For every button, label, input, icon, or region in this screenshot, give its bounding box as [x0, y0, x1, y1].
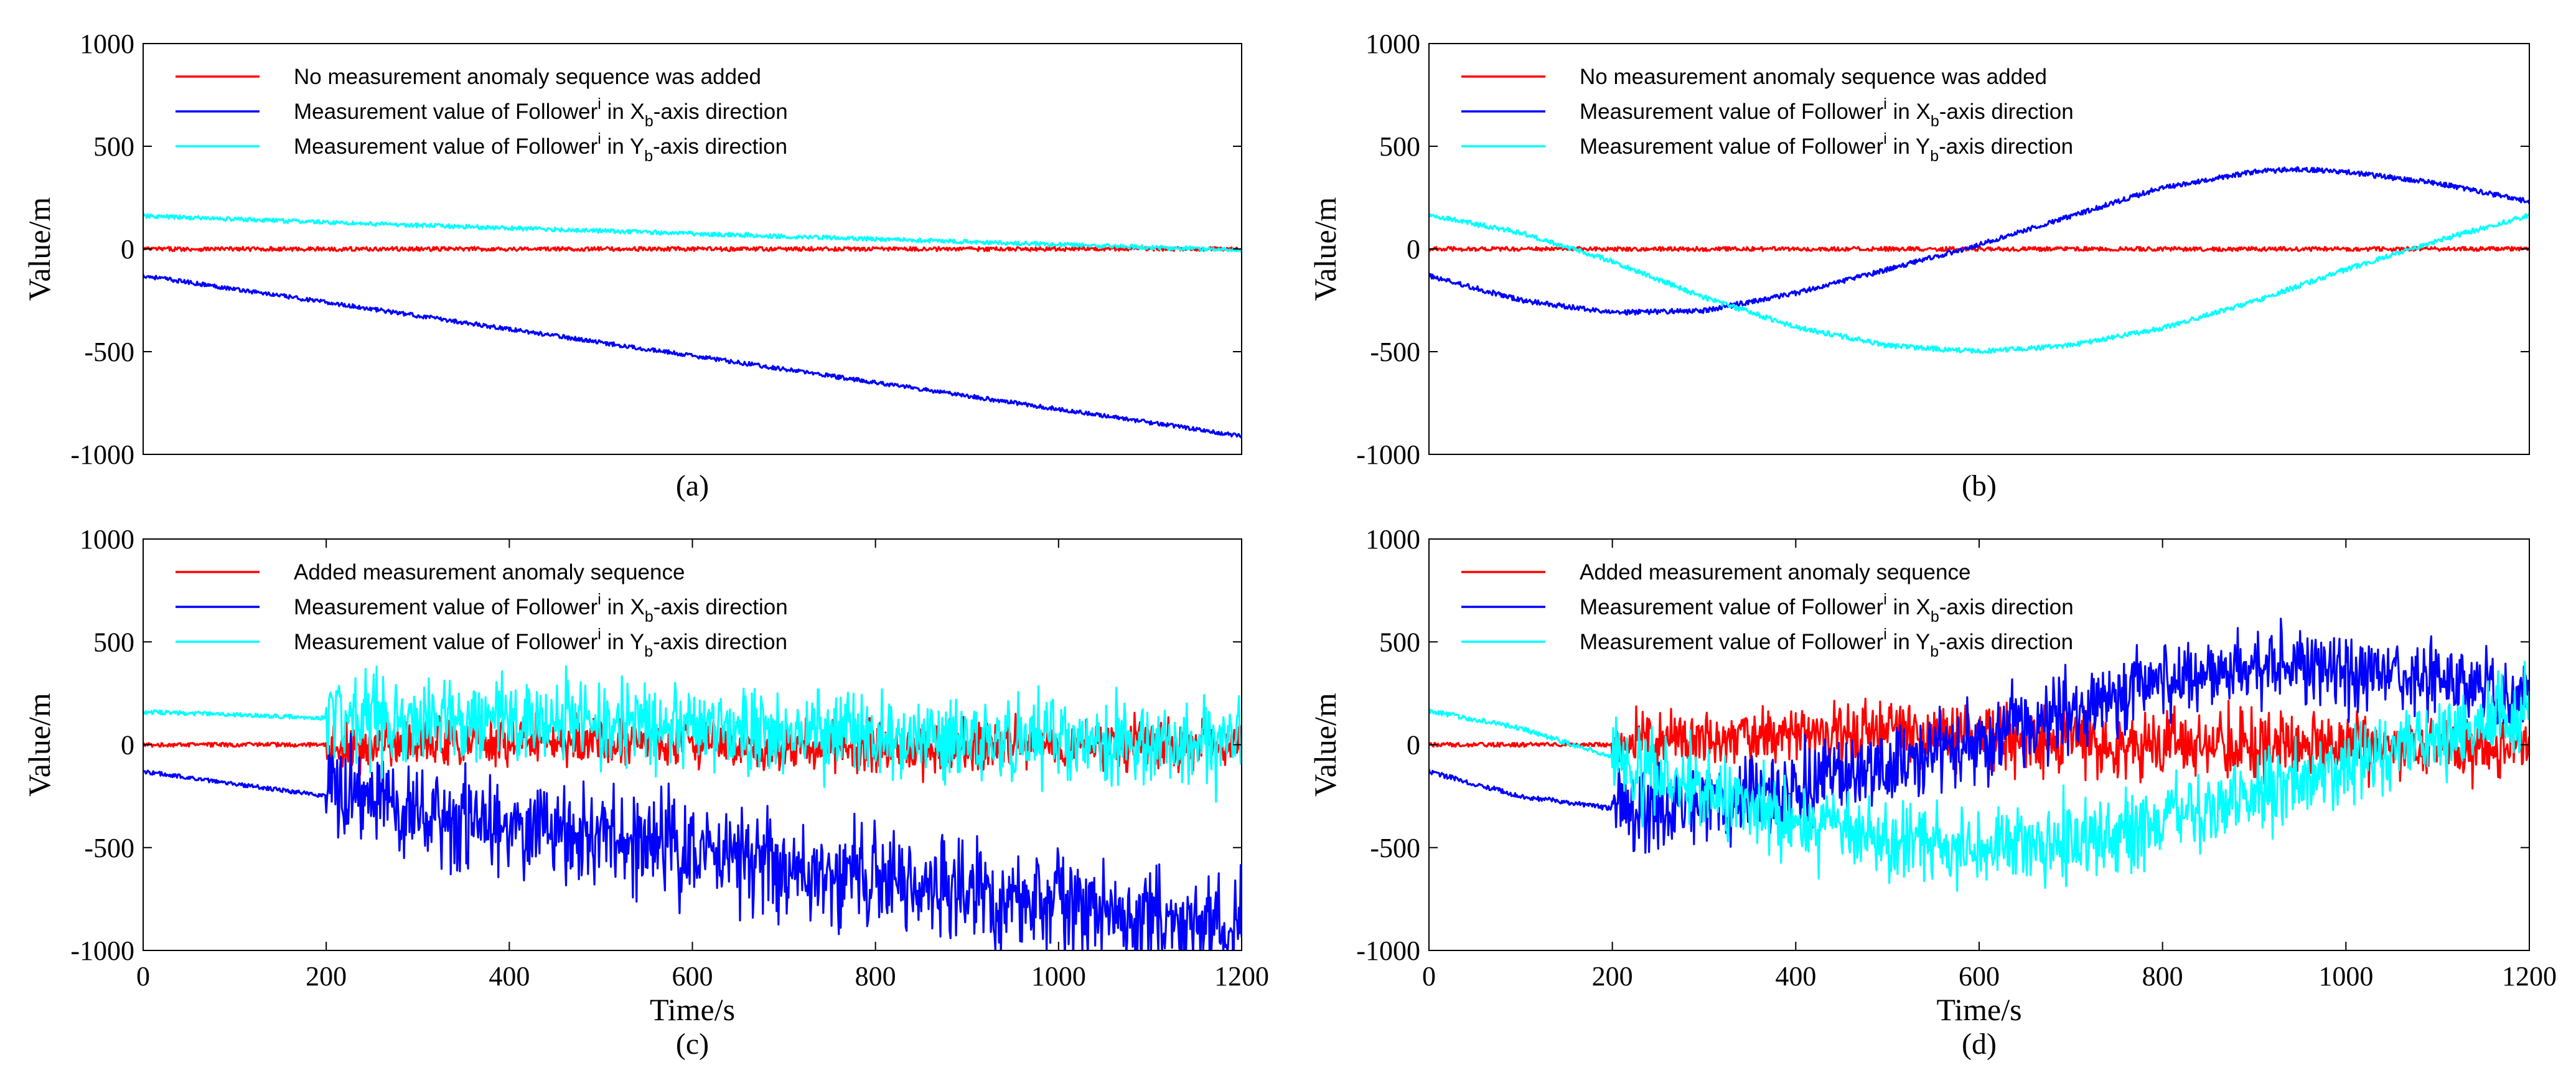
y-tick-label: 0	[1407, 730, 1420, 761]
series-line-blue	[143, 733, 1242, 950]
series-line-cyan	[1429, 213, 2529, 354]
x-tick-label: 1000	[2318, 961, 2373, 992]
y-axis-label: Value/m	[1308, 197, 1342, 301]
y-tick-label: 1000	[1365, 524, 1420, 555]
legend-label: Measurement value of Followeri in Yb-axi…	[294, 626, 787, 660]
x-tick-label: 200	[306, 961, 347, 992]
legend-label: Measurement value of Followeri in Xb-axi…	[294, 591, 788, 626]
series-group	[143, 665, 1242, 950]
x-tick-label: 1000	[1031, 961, 1086, 992]
panel-caption: (d)	[1962, 1028, 1997, 1061]
legend-label: Measurement value of Followeri in Yb-axi…	[1580, 130, 2073, 165]
legend-label: Added measurement anomaly sequence	[294, 560, 685, 584]
x-axis-label: Time/s	[650, 992, 735, 1027]
legend-label: Measurement value of Followeri in Xb-axi…	[1580, 591, 2074, 626]
x-axis-label: Time/s	[1936, 992, 2021, 1027]
y-tick-label: 500	[93, 627, 134, 657]
series-line-blue	[1429, 166, 2529, 316]
series-line-blue	[1429, 617, 2529, 854]
panel-b: 1000 500 0 -500 -1000 Value/m (b) No measuremen…	[1308, 29, 2530, 502]
legend-label: Measurement value of Followeri in Yb-axi…	[294, 130, 787, 165]
y-tick-label: 0	[121, 234, 134, 265]
x-tick-label: 1200	[2502, 961, 2557, 992]
legend-label: Measurement value of Followeri in Xb-axi…	[1580, 95, 2074, 130]
panel-caption: (c)	[676, 1028, 709, 1061]
series-group	[1429, 617, 2529, 893]
y-tick-label: -500	[84, 337, 134, 367]
series-line-blue	[143, 274, 1242, 439]
y-tick-label: 0	[121, 730, 134, 761]
y-tick-label: -500	[1370, 833, 1420, 863]
y-tick-label: -1000	[1356, 439, 1420, 470]
y-tick-label: 0	[1407, 234, 1420, 265]
y-axis-label: Value/m	[22, 693, 57, 797]
panel-caption: (b)	[1962, 469, 1997, 502]
x-tick-label: 800	[855, 961, 896, 992]
series-line-cyan	[1429, 660, 2529, 893]
legend-label: No measurement anomaly sequence was adde…	[1580, 65, 2047, 89]
y-tick-label: 500	[1379, 131, 1420, 162]
y-tick-label: -500	[1370, 337, 1420, 367]
legend: Added measurement anomaly sequence Measur…	[1461, 560, 2074, 660]
x-tick-label: 600	[672, 961, 713, 992]
series-line-red	[1429, 246, 2529, 252]
x-tick-label: 400	[489, 961, 530, 992]
y-tick-label: 1000	[80, 524, 134, 555]
y-tick-label: -1000	[70, 439, 134, 470]
y-tick-label: 1000	[80, 29, 134, 59]
y-tick-label: -1000	[1356, 936, 1420, 966]
y-tick-label: 500	[93, 131, 134, 162]
x-tick-label: 1200	[1214, 961, 1269, 992]
legend: Added measurement anomaly sequence Measur…	[176, 560, 788, 660]
legend-label: No measurement anomaly sequence was adde…	[294, 65, 761, 89]
series-line-red	[143, 246, 1242, 252]
y-tick-label: -500	[84, 833, 134, 863]
x-tick-label: 0	[136, 961, 150, 992]
series-group	[143, 213, 1242, 439]
panel-caption: (a)	[676, 469, 709, 502]
series-line-cyan	[143, 665, 1242, 803]
panel-a: 1000 500 0 -500 -1000 Value/m (a) No measuremen…	[22, 29, 1242, 502]
y-axis-label: Value/m	[22, 197, 57, 301]
legend-label: Measurement value of Followeri in Yb-axi…	[1580, 626, 2073, 660]
legend-label: Added measurement anomaly sequence	[1580, 560, 1970, 584]
legend: No measurement anomaly sequence was adde…	[176, 65, 788, 165]
series-line-cyan	[143, 213, 1242, 253]
legend-label: Measurement value of Followeri in Xb-axi…	[294, 95, 788, 130]
series-group	[1429, 166, 2529, 354]
y-tick-label: 1000	[1365, 29, 1420, 59]
y-tick-label: 500	[1379, 627, 1420, 657]
x-tick-label: 600	[1959, 961, 2000, 992]
x-tick-label: 800	[2142, 961, 2183, 992]
x-tick-label: 200	[1592, 961, 1633, 992]
y-tick-label: -1000	[70, 936, 134, 966]
x-tick-label: 0	[1422, 961, 1436, 992]
legend: No measurement anomaly sequence was adde…	[1461, 65, 2074, 165]
x-tick-label: 400	[1775, 961, 1816, 992]
y-axis-label: Value/m	[1308, 693, 1342, 797]
